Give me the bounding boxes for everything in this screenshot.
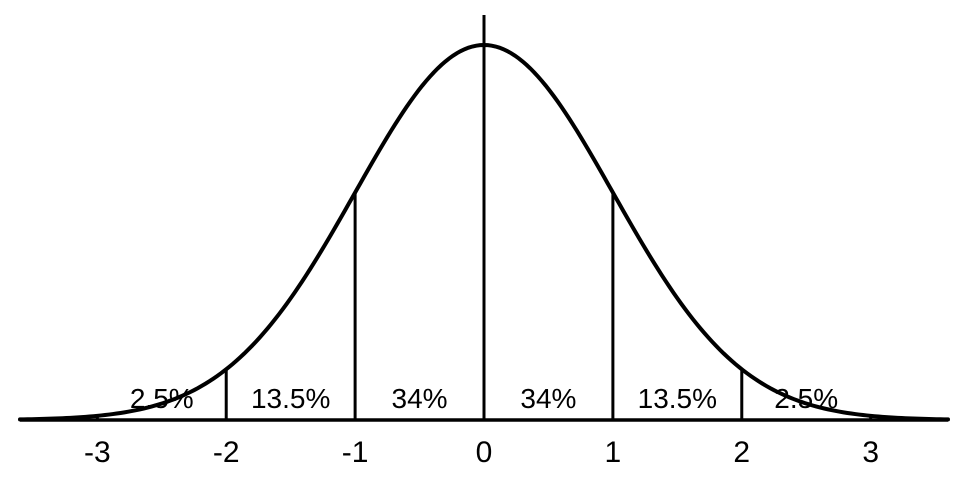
region-pct-label: 13.5% [251,383,330,414]
x-tick-label: 1 [605,436,622,469]
region-pct-label: 2.5% [130,383,194,414]
region-pct-label: 2.5% [774,383,838,414]
x-tick-label: -3 [84,436,111,469]
x-tick-label: -1 [342,436,369,469]
region-pct-label: 34% [392,383,448,414]
x-tick-label: 0 [476,436,493,469]
region-pct-label: 34% [520,383,576,414]
normal-distribution-chart: -3 -2 -1 0 1 2 3 2.5% 13.5% 34% 34% 13.5% 2.5% [0,0,968,500]
x-tick-label: -2 [213,436,240,469]
region-pct-label: 13.5% [638,383,717,414]
x-tick-label: 2 [733,436,750,469]
x-tick-label: 3 [862,436,879,469]
